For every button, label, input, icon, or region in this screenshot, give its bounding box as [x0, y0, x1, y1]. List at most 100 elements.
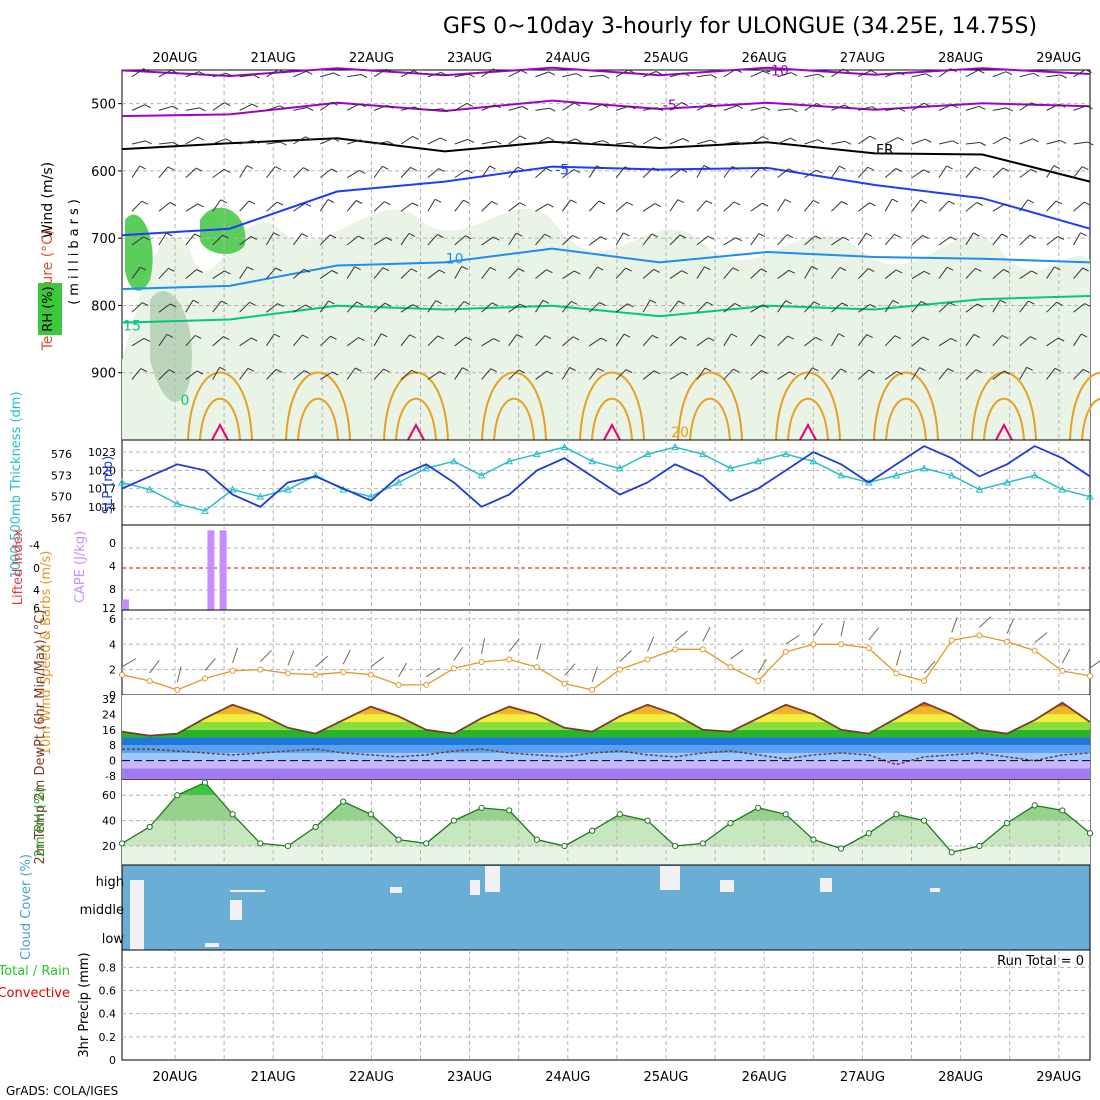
- wind-barb: [158, 166, 169, 178]
- wind-barb-flag: [358, 337, 365, 342]
- wind-barb-flag: [598, 200, 606, 205]
- wind-barb: [373, 302, 386, 313]
- wind10m-barb: [813, 622, 824, 637]
- wind-barb: [750, 370, 762, 380]
- temp-ytick-32: 32: [102, 693, 116, 706]
- precip-grid: [122, 950, 1090, 1060]
- wind-barb: [373, 166, 383, 178]
- wind-barb: [508, 166, 519, 178]
- wind-barb-flag: [599, 302, 606, 306]
- rh-line: [121, 781, 1091, 854]
- wind10m-barb: [619, 650, 632, 662]
- wind-barb: [454, 235, 466, 246]
- rh-point: [533, 836, 540, 843]
- wind-barb: [400, 106, 415, 111]
- li-ylabel: Lifted Index: [11, 528, 26, 605]
- wind-barb-flag: [625, 267, 632, 272]
- wind-barb-flag: [786, 234, 794, 239]
- thickness-point: [311, 471, 320, 479]
- wind-barb: [723, 303, 736, 313]
- wind-barb-flag: [466, 169, 473, 174]
- wind10m-barb: [674, 630, 688, 642]
- wind-barb-flag: [1082, 368, 1090, 373]
- wind-barb-flag: [409, 334, 416, 339]
- wind-barb-flag: [1084, 303, 1091, 308]
- wind-barb-flag: [790, 72, 798, 77]
- wind-barb: [427, 168, 439, 179]
- cape-bar: [219, 530, 227, 610]
- wind-barb-flag: [816, 169, 823, 174]
- cape-bars: [122, 530, 227, 610]
- rh-y-ticks: 20 40 60: [102, 789, 116, 853]
- thickness-point: [145, 485, 154, 493]
- wind-barb-flag: [656, 107, 664, 112]
- wind-barb-flag: [735, 69, 743, 73]
- wind-barb-flag: [790, 137, 797, 142]
- rh-point: [782, 811, 789, 818]
- upper-air-ylabel-mb: (millibars): [67, 195, 82, 305]
- wind-barb: [562, 169, 575, 179]
- upper-air-y-ticks: 500 600 700 800 900: [91, 98, 122, 382]
- cape-grid: [122, 525, 1090, 610]
- wind-barb-flag: [196, 269, 203, 273]
- wind10m-point: [616, 666, 623, 673]
- cloud-bar: [230, 890, 265, 892]
- wind-barb-flag: [895, 269, 903, 274]
- isotherm-hump-inner: [1081, 398, 1100, 441]
- thickness-point: [588, 457, 597, 465]
- wind-barb-flag: [707, 235, 715, 240]
- wind-barb-flag: [276, 201, 284, 206]
- wind-barb: [804, 73, 819, 78]
- panel-cloud: high middle low Cloud Cover (%): [19, 854, 1091, 960]
- wind-barb: [911, 270, 925, 279]
- wind-barb-flag: [438, 168, 445, 173]
- wind10m-point: [921, 678, 928, 685]
- thickness-point: [809, 457, 818, 465]
- contour-label-10: 10: [446, 251, 464, 267]
- top-date-22AUG: 22AUG: [349, 51, 394, 66]
- wind-barb: [804, 139, 818, 145]
- wind-barb-flag: [328, 300, 335, 305]
- wind-barb-flag: [384, 201, 391, 206]
- rh-point: [478, 804, 485, 812]
- wind-barb-flag: [840, 368, 847, 373]
- wind-barb: [750, 268, 762, 279]
- wind-barb-flag: [411, 369, 418, 374]
- rh-point: [174, 792, 181, 799]
- wind10m-barb: [1034, 632, 1048, 643]
- wind-barb: [696, 235, 709, 246]
- thickness-point: [892, 471, 901, 479]
- wind-barb: [696, 200, 707, 212]
- wind-barb: [615, 166, 626, 178]
- wind-barb-flag: [841, 302, 849, 307]
- wind-barb: [723, 201, 735, 212]
- wind-barb: [965, 267, 976, 279]
- wind-barb: [804, 337, 817, 347]
- isotherm-hump-inner: [787, 397, 829, 441]
- rh-point: [312, 823, 319, 831]
- rh-mask: [122, 780, 1090, 853]
- temp-ytick-16: 16: [102, 724, 116, 737]
- wind-frame: [121, 609, 1091, 696]
- wind-barb: [212, 168, 225, 179]
- wind-barb-flag: [169, 202, 177, 206]
- cloud-bars: [130, 866, 940, 950]
- wind-barb: [212, 300, 222, 313]
- wind-barb: [346, 337, 359, 347]
- wind-barb-flag: [920, 301, 928, 305]
- temp-color-bands: [122, 695, 1090, 780]
- wind-barb: [1073, 141, 1088, 145]
- wind-barb-flag: [519, 202, 526, 207]
- thickness-point: [173, 499, 182, 507]
- top-date-26AUG: 26AUG: [742, 51, 787, 66]
- wind10m-point: [1031, 647, 1038, 654]
- wind-barb-flag: [574, 270, 581, 275]
- temp-band: [122, 752, 1090, 761]
- wind-barb-flag: [461, 265, 469, 270]
- slp-frame: [121, 439, 1091, 526]
- wind-barb: [400, 304, 413, 313]
- wind-barb-flag: [194, 334, 202, 339]
- wind-barb: [562, 73, 577, 78]
- wind-barb-flag: [1031, 102, 1038, 107]
